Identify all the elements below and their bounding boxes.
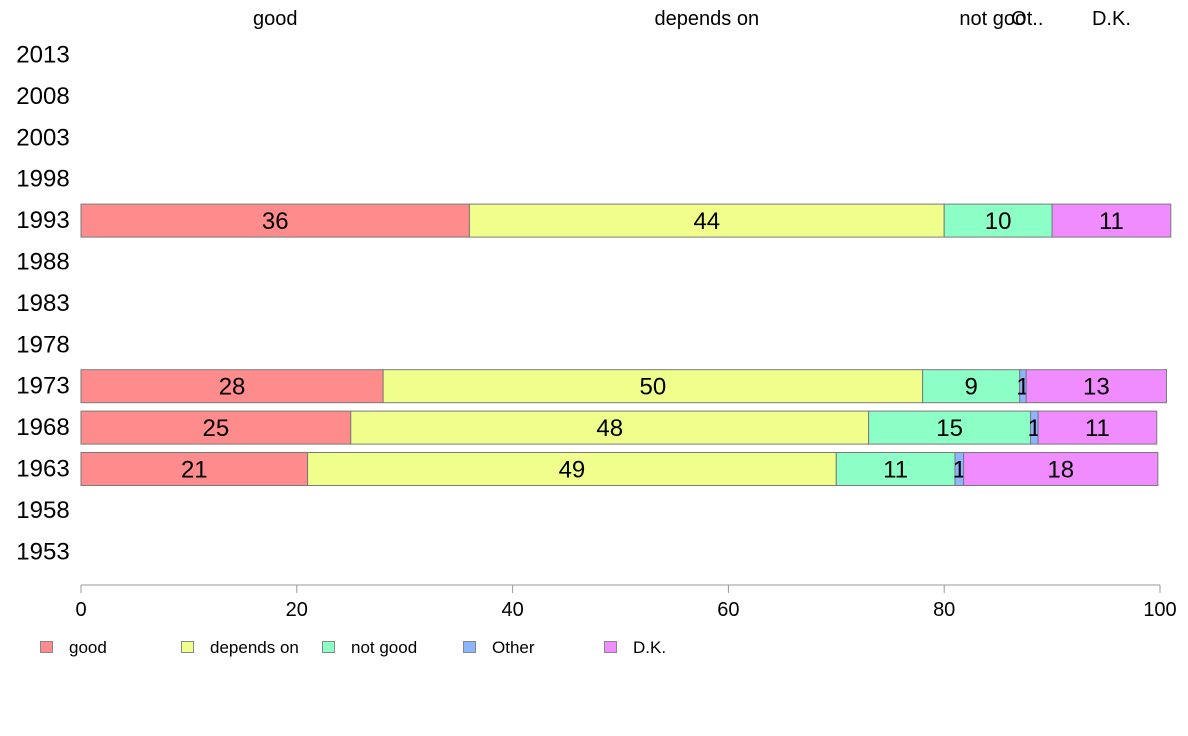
- legend-swatch-good: [40, 641, 53, 653]
- x-tick-label-20: 20: [286, 599, 308, 621]
- category-label-1978: 1978: [16, 331, 69, 358]
- legend-label-other: Other: [492, 638, 535, 657]
- bar-not-good-1973: [922, 369, 1021, 404]
- legend-swatch-depends-on: [181, 641, 194, 653]
- bar-label-4-1968: 11: [1085, 415, 1110, 442]
- top-label-3: Ot..: [1011, 8, 1043, 30]
- category-label-2013: 2013: [16, 42, 69, 69]
- category-label-1968: 1968: [16, 414, 69, 441]
- category-label-1998: 1998: [16, 166, 69, 193]
- x-tick-label-80: 80: [933, 599, 955, 621]
- category-label-1988: 1988: [16, 249, 69, 276]
- top-label-0: good: [253, 8, 298, 30]
- bar-label-4-1973: 13: [1083, 374, 1110, 401]
- bar-label-1-1973: 50: [640, 374, 667, 401]
- category-label-1993: 1993: [16, 207, 69, 234]
- legend-swatch-not-good: [322, 641, 335, 653]
- x-tick-label-40: 40: [501, 599, 523, 621]
- top-label-4: D.K.: [1092, 8, 1131, 30]
- chart-legend: good depends on not good Other D.K.: [40, 638, 740, 660]
- bar-not-good-1968: [868, 410, 1032, 445]
- bar-label-1-1963: 49: [559, 457, 586, 484]
- bar-label-2-1968: 15: [936, 415, 963, 442]
- category-label-1953: 1953: [16, 538, 69, 565]
- legend-label-good: good: [69, 638, 107, 657]
- category-label-1983: 1983: [16, 290, 69, 317]
- bar-d-k--1968: [1037, 410, 1158, 445]
- bar-label-0-1963: 21: [181, 457, 208, 484]
- x-tick-label-0: 0: [75, 599, 86, 621]
- bar-label-4-1963: 18: [1047, 457, 1074, 484]
- category-label-1963: 1963: [16, 456, 69, 483]
- x-tick-label-100: 100: [1143, 599, 1176, 621]
- bar-label-3-1963: 1: [953, 457, 966, 484]
- legend-swatch-other: [463, 641, 476, 653]
- category-label-2008: 2008: [16, 83, 69, 110]
- bar-d-k--1963: [963, 452, 1159, 486]
- bar-label-2-1973: 9: [964, 374, 977, 401]
- legend-label-dk: D.K.: [633, 638, 667, 657]
- bar-label-0-1993: 36: [262, 208, 289, 235]
- bar-label-2-1963: 11: [883, 457, 908, 484]
- bar-d-k--1973: [1025, 369, 1167, 404]
- category-label-1958: 1958: [16, 497, 69, 524]
- bar-label-4-1993: 11: [1099, 208, 1124, 235]
- category-label-2003: 2003: [16, 124, 69, 151]
- top-label-2: not goo: [959, 8, 1026, 30]
- x-tick-label-60: 60: [717, 599, 739, 621]
- legend-label-depends-on: depends on: [210, 638, 299, 657]
- legend-label-not-good: not good: [351, 638, 418, 657]
- bar-label-1-1993: 44: [693, 208, 720, 235]
- bar-good-1963: [80, 452, 309, 486]
- bar-d-k--1993: [1051, 203, 1172, 238]
- bar-good-1973: [80, 369, 384, 404]
- bar-depends-on-1973: [382, 369, 924, 404]
- top-label-1: depends on: [655, 8, 760, 30]
- legend-swatch-dk: [604, 641, 617, 653]
- bar-label-1-1968: 48: [596, 415, 623, 442]
- category-label-1973: 1973: [16, 373, 69, 400]
- bar-good-1968: [80, 410, 352, 445]
- bar-depends-on-1993: [468, 203, 945, 238]
- bar-label-0-1973: 28: [219, 374, 246, 401]
- bar-label-0-1968: 25: [203, 415, 230, 442]
- bar-label-2-1993: 10: [985, 208, 1012, 235]
